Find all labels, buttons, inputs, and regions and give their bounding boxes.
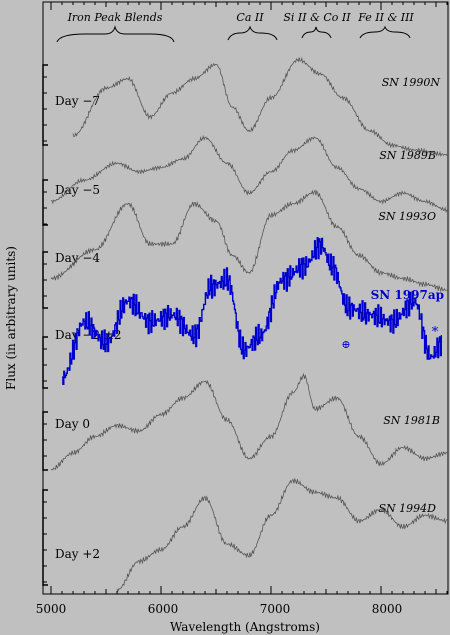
series-line-sn-1981b: [50, 372, 448, 471]
series-label-sn-1997ap: SN 1997ap: [371, 288, 444, 302]
x-axis-label: Wavelength (Angstroms): [170, 620, 320, 634]
annotation-iron-peak: Iron Peak Blends: [67, 11, 163, 24]
series-line-sn-1997ap: [62, 237, 442, 385]
series-layer: [50, 56, 448, 593]
series-label-sn-1993o: SN 1993O: [378, 210, 436, 223]
y-axis-label: Flux (in arbitrary units): [4, 246, 18, 390]
y-panel-bracket: [42, 336, 48, 389]
x-tick-label-6000: 6000: [148, 602, 179, 616]
y-panel-bracket: [42, 411, 48, 471]
day-label-minus-5: Day −5: [55, 183, 100, 197]
earth-marker: ⊕: [341, 338, 350, 351]
brace-si-ii-co-ii: [301, 26, 332, 39]
brace-ca-ii: [227, 25, 278, 41]
annotation-si-ii-co-ii: Si II & Co II: [283, 11, 351, 24]
y-panel-bracket: [42, 179, 48, 226]
brace-iron-peak: [56, 25, 175, 43]
series-line-sn-1990n: [72, 56, 448, 158]
x-tick-label-8000: 8000: [372, 602, 403, 616]
series-line-sn-1989b: [50, 134, 448, 214]
series-label-sn-1990n: SN 1990N: [382, 76, 441, 89]
asterisk-marker: *: [432, 325, 439, 340]
series-label-sn-1994d: SN 1994D: [379, 502, 437, 515]
day-label-0: Day 0: [55, 417, 90, 431]
annotation-fe-ii-iii: Fe II & III: [357, 11, 414, 24]
brace-fe-ii-iii: [359, 25, 411, 39]
x-tick-label-5000: 5000: [36, 602, 67, 616]
series-line-sn-1994d: [116, 477, 448, 593]
x-tick-label-7000: 7000: [260, 602, 291, 616]
day-label-minus-7: Day −7: [55, 94, 100, 108]
axis-ticks: [42, 2, 448, 594]
series-line-sn-1993o: [50, 189, 448, 293]
day-label-plus-2: Day +2: [55, 547, 100, 561]
annotation-ca-ii: Ca II: [236, 11, 264, 24]
y-panel-bracket: [42, 64, 48, 146]
series-label-sn-1989b: SN 1989B: [379, 149, 436, 162]
series-label-sn-1981b: SN 1981B: [383, 414, 440, 427]
y-panel-bracket: [42, 489, 48, 586]
